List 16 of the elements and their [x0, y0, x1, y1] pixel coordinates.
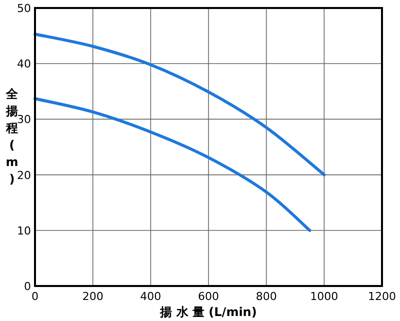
x-tick-label: 400 — [140, 290, 162, 303]
x-tick-label: 200 — [82, 290, 104, 303]
y-tick-label: 10 — [17, 224, 31, 238]
y-tick-label: 40 — [17, 58, 31, 71]
line-series — [34, 32, 326, 176]
x-tick-label: 800 — [256, 290, 277, 303]
y-tick-label: 0 — [24, 280, 31, 293]
y-tick-label: 50 — [17, 2, 31, 15]
x-tick-label: 600 — [198, 290, 219, 303]
line-series — [34, 97, 312, 232]
y-tick-label: 20 — [17, 168, 31, 182]
x-tick-label: 1000 — [310, 290, 338, 303]
y-tick-label: 30 — [17, 113, 31, 126]
x-axis-title: 揚 水 量 (L/min) — [159, 305, 257, 319]
x-tick-label: 1200 — [368, 290, 396, 303]
y-axis-title: 全揚程(m) — [5, 87, 19, 186]
